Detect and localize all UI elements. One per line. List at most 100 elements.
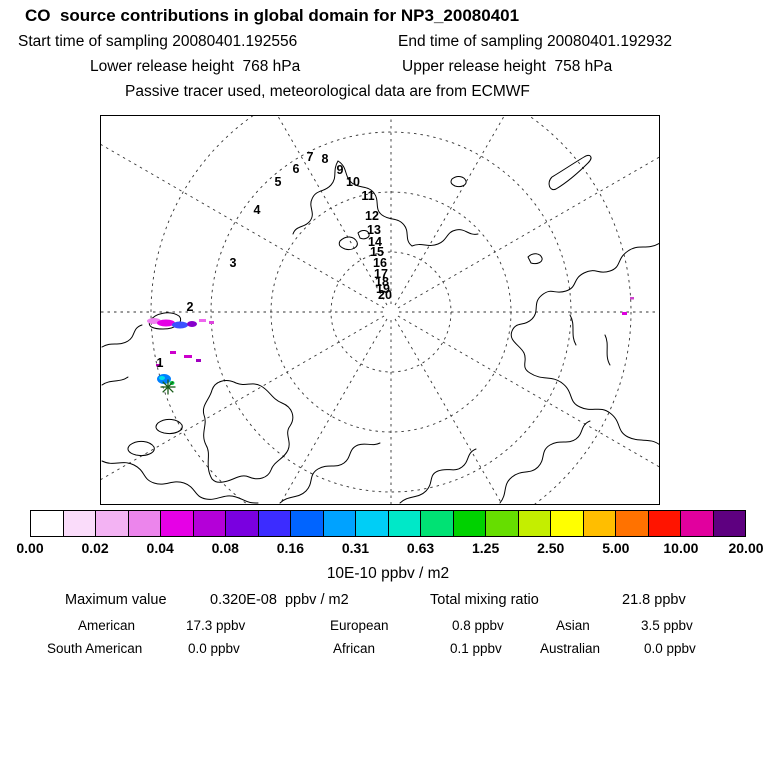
coastline-path bbox=[548, 154, 592, 191]
trajectory-point-label: 7 bbox=[307, 150, 314, 164]
colorbar-unit-label: 10E-10 ppbv / m2 bbox=[326, 565, 450, 582]
upper-release-text: Upper release height 758 hPa bbox=[402, 58, 613, 75]
receptor-marker bbox=[160, 379, 176, 395]
coastline-path bbox=[569, 314, 577, 346]
coastline-path bbox=[202, 380, 294, 483]
meridian-line bbox=[397, 156, 660, 309]
max-value-label: Maximum value bbox=[65, 592, 167, 608]
colorbar-tick-label: 0.08 bbox=[211, 540, 239, 556]
plume-patch bbox=[159, 376, 165, 380]
meridian-line bbox=[100, 143, 385, 309]
meridian-line bbox=[394, 318, 503, 505]
coastline-path bbox=[399, 448, 477, 504]
colorbar-segment bbox=[712, 511, 745, 536]
coastline-path bbox=[411, 229, 479, 247]
colorbar-segment bbox=[225, 511, 258, 536]
coastline-path bbox=[338, 236, 358, 250]
region-australian-value: 0.0 ppbv bbox=[644, 641, 696, 656]
trajectory-point-label: 11 bbox=[361, 189, 374, 203]
colorbar-segment bbox=[62, 511, 95, 536]
region-south-american-value: 0.0 ppbv bbox=[188, 641, 240, 656]
trajectory-point-label: 15 bbox=[370, 245, 384, 259]
coastline-path bbox=[450, 176, 467, 188]
graticule bbox=[100, 115, 660, 505]
trajectory-point-label: 14 bbox=[368, 235, 382, 249]
region-european-value: 0.8 ppbv bbox=[452, 618, 504, 633]
coastline-path bbox=[101, 324, 143, 348]
trajectory-point-label: 8 bbox=[322, 152, 329, 166]
colorbar-tick-label: 1.25 bbox=[472, 540, 500, 556]
colorbar-segment bbox=[290, 511, 323, 536]
coastline-path bbox=[510, 242, 660, 446]
region-african-value: 0.1 ppbv bbox=[450, 641, 502, 656]
plume-patch bbox=[199, 319, 206, 322]
colorbar-tick-label: 0.63 bbox=[406, 540, 435, 556]
colorbar-segment bbox=[355, 511, 388, 536]
colorbar-segment bbox=[160, 511, 193, 536]
colorbar-segment bbox=[420, 511, 453, 536]
colorbar-tick-label: 2.50 bbox=[537, 540, 565, 556]
colorbar-tick-label: 0.00 bbox=[16, 540, 44, 556]
meridian-line bbox=[397, 315, 660, 468]
trajectory-point-label: 2 bbox=[187, 300, 194, 314]
colorbar-segment bbox=[452, 511, 485, 536]
latitude-circle bbox=[210, 131, 572, 493]
coastline-path bbox=[357, 230, 370, 240]
colorbar-tick-label: 10.00 bbox=[663, 540, 699, 556]
trajectory-point-label: 13 bbox=[367, 223, 381, 237]
colorbar-segment bbox=[127, 511, 160, 536]
region-south-american-label: South American bbox=[47, 641, 143, 656]
coastline-path bbox=[337, 160, 413, 247]
plume-patches bbox=[147, 297, 634, 385]
colorbar-segment bbox=[582, 511, 615, 536]
colorbar-tick-label: 20.00 bbox=[728, 540, 764, 556]
plume-patch bbox=[172, 321, 188, 329]
map-container: 1 2 3 4 5 6 7 8 9 10 11 12 13 14 15 16 17 18 19 20 bbox=[100, 115, 660, 505]
region-american-label: American bbox=[78, 618, 136, 633]
trajectory-point-label: 9 bbox=[337, 163, 344, 177]
trajectory-point-label: 17 bbox=[374, 267, 388, 281]
sampling-start-text: Start time of sampling 20080401.192556 bbox=[18, 33, 298, 50]
coastline-path bbox=[527, 253, 543, 265]
colorbar-segment bbox=[647, 511, 680, 536]
coastline-path bbox=[499, 420, 591, 504]
plume-patch bbox=[196, 359, 201, 362]
colorbar-segment bbox=[550, 511, 583, 536]
colorbar-segment bbox=[322, 511, 355, 536]
coastline-path bbox=[279, 442, 381, 504]
colorbar-segment bbox=[192, 511, 225, 536]
total-mixing-ratio-value: 21.8 ppbv bbox=[622, 592, 686, 608]
coastline-path bbox=[155, 418, 183, 434]
colorbar-segments bbox=[30, 510, 746, 537]
plume-patch bbox=[630, 297, 634, 300]
plume-patch bbox=[209, 321, 214, 324]
sampling-end-text: End time of sampling 20080401.192932 bbox=[398, 33, 673, 50]
receptor-asterisk-line bbox=[162, 381, 174, 393]
latitude-circle bbox=[270, 191, 512, 433]
trajectory-point-label: 18 bbox=[375, 275, 389, 289]
colorbar-segment bbox=[615, 511, 648, 536]
colorbar-segment bbox=[31, 511, 63, 536]
region-australian-label: Australian bbox=[540, 641, 601, 656]
coastline-path bbox=[101, 460, 259, 504]
plume-patch bbox=[156, 364, 161, 367]
colorbar-segment bbox=[680, 511, 713, 536]
trajectory-point-label: 3 bbox=[230, 256, 237, 270]
max-value-text: 0.320E-08 ppbv / m2 bbox=[210, 592, 349, 608]
map-frame bbox=[100, 115, 660, 505]
region-asian-value: 3.5 ppbv bbox=[641, 618, 693, 633]
trajectory-point-label: 10 bbox=[346, 175, 360, 189]
colorbar-tick-label: 0.16 bbox=[276, 540, 304, 556]
colorbar: 0.00 0.02 0.04 0.08 0.16 0.31 0.63 1.25 2.50 5.00… bbox=[16, 510, 764, 583]
trajectory-point-label: 12 bbox=[365, 209, 379, 223]
colorbar-segment bbox=[387, 511, 420, 536]
trajectory-point-label: 16 bbox=[373, 256, 387, 270]
tracer-note-text: Passive tracer used, meteorological data… bbox=[125, 83, 530, 100]
meridian-line bbox=[100, 315, 385, 481]
colorbar-ticks: 0.00 0.02 0.04 0.08 0.16 0.31 0.63 1.25 2.50 5.00… bbox=[16, 540, 763, 558]
trajectory-point-label: 4 bbox=[254, 203, 261, 217]
trajectory-point-label: 19 bbox=[376, 282, 390, 296]
trajectory-point-label: 5 bbox=[275, 175, 282, 189]
trajectory-point-label: 20 bbox=[378, 288, 392, 302]
